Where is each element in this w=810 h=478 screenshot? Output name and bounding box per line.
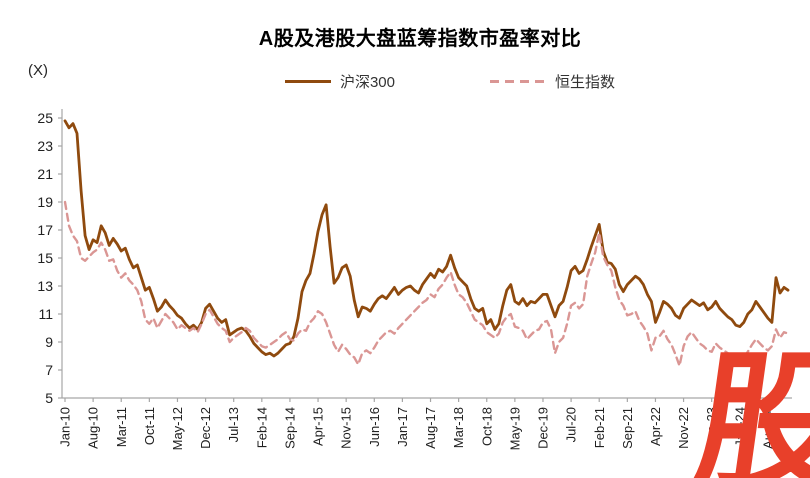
legend-item-hsi: 恒生指数 [490,71,615,92]
x-axis-tick-label: Aug-10 [86,407,101,449]
legend: 沪深300 恒生指数 [100,70,800,92]
x-axis-tick-label: Dec-19 [536,407,551,449]
dashed-line-sample-icon [490,79,546,83]
x-axis-tick-label: May-19 [507,407,522,450]
legend-label-hsi: 恒生指数 [555,73,616,91]
x-axis-tick-label: Jul-13 [226,407,241,442]
y-axis-tick-label: 23 [37,138,53,154]
x-axis-tick-label: Oct-18 [479,407,494,446]
y-axis-tick-label: 21 [37,166,53,182]
x-axis-tick-label: Aug-17 [423,407,438,449]
legend-label-csi300: 沪深300 [339,73,395,91]
x-axis-tick-label: Aug-24 [760,407,775,449]
x-axis-tick-label: Jan-17 [395,407,410,447]
y-axis-tick-label: 25 [37,110,53,126]
page-title: A股及港股大盘蓝筹指数市盈率对比 [258,28,582,50]
series-line-csi300 [63,119,790,358]
x-axis-tick-label: Jul-20 [564,407,579,442]
y-axis-tick-label: 15 [37,250,53,266]
x-axis-tick-label: Nov-15 [339,407,354,449]
x-axis-tick-label: Feb-14 [254,407,269,448]
y-axis-tick-label: 13 [37,278,53,294]
legend-item-csi300: 沪深300 [284,71,395,92]
x-axis-tick-label: Oct-11 [142,407,157,445]
x-axis-tick-label: Feb-21 [592,407,607,448]
x-axis-tick-label: Dec-12 [198,407,213,449]
x-axis-tick-label: Apr-15 [311,407,326,446]
x-axis-tick-label: Jun-16 [367,407,382,447]
solid-line-sample-icon [284,79,331,83]
x-axis-tick-label: Sep-21 [620,407,635,449]
y-axis-tick-label: 7 [45,362,53,378]
x-axis-tick-label: Sep-14 [282,407,297,449]
y-axis-tick-label: 9 [45,334,53,350]
y-axis-tick-label: 11 [38,306,53,322]
x-axis-tick-label: Mar-11 [114,407,129,447]
x-axis-tick-label: May-12 [170,407,185,450]
y-axis-unit-label: (X) [28,62,48,79]
y-axis-tick-label: 19 [37,194,53,210]
series-line-hsi [63,200,790,367]
x-axis-tick-label: Jan-24 [732,407,747,447]
x-axis-tick-label: Jun-23 [704,407,719,447]
y-axis-tick-label: 17 [37,222,53,238]
x-axis-tick-label: Apr-22 [648,407,663,446]
x-axis-tick-label: Nov-22 [676,407,691,449]
x-axis-tick-label: Mar-18 [451,407,466,448]
watermark-logo: 股 [685,339,810,478]
y-axis-tick-label: 5 [45,390,53,406]
x-axis-tick-label: Jan-10 [58,407,73,447]
